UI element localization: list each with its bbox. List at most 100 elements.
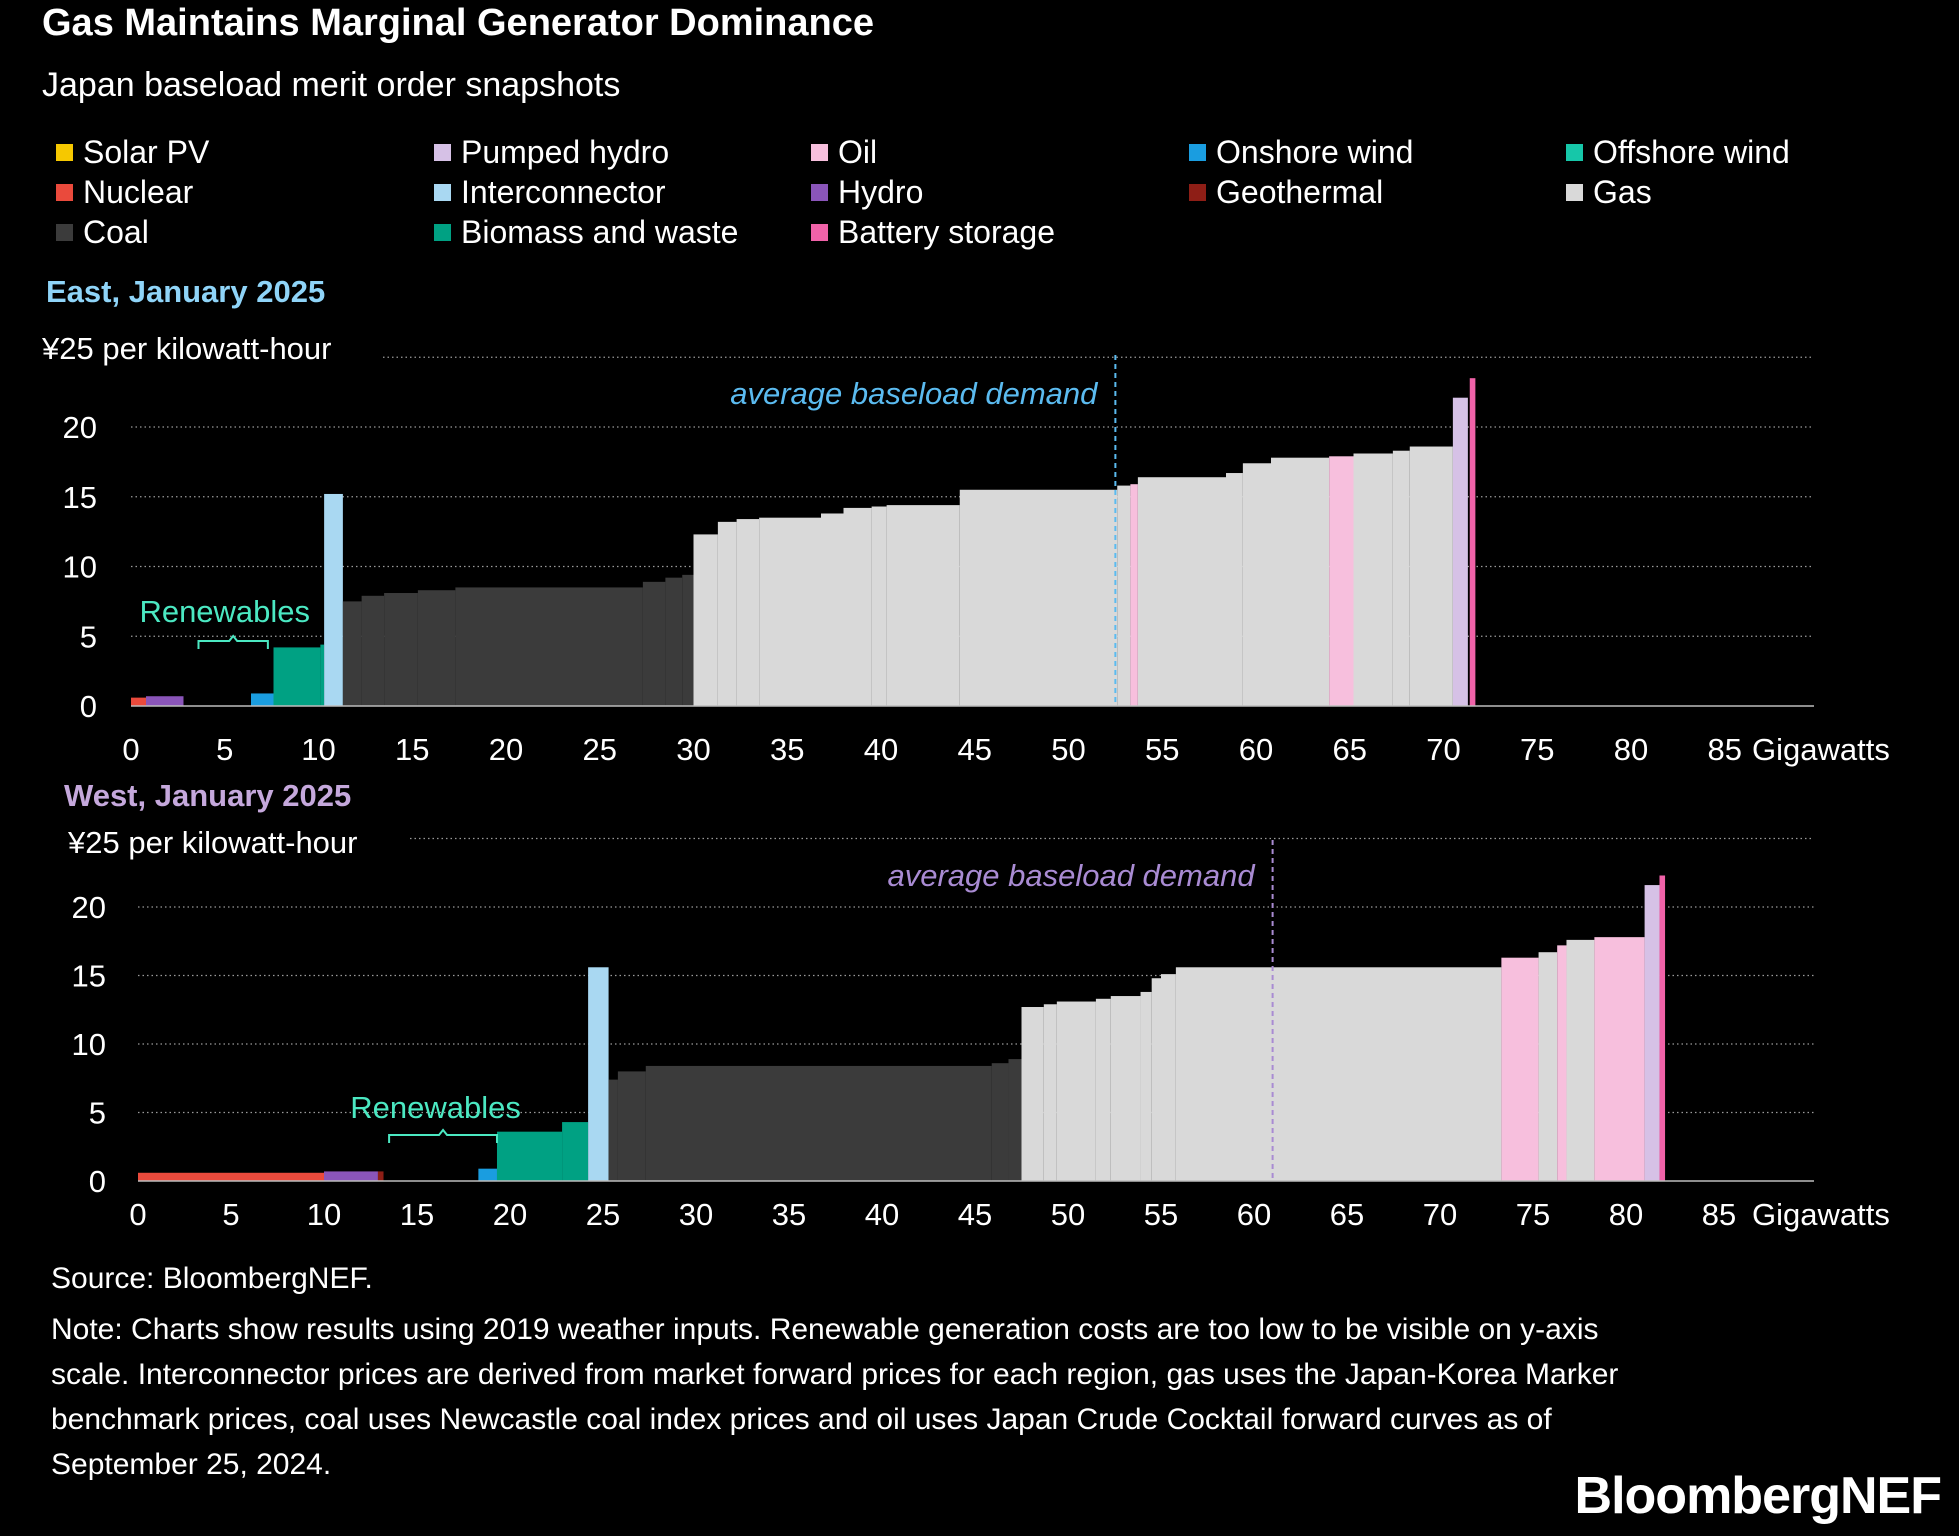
- bar-gas: [1056, 1001, 1096, 1181]
- renewables-label: Renewables: [350, 1090, 521, 1125]
- x-tick-label: 0: [129, 1197, 146, 1232]
- chart-panel-west: West, January 2025 ¥25 per kilowatt-hour 0…: [64, 778, 1890, 1232]
- x-tick-label: 75: [1516, 1197, 1550, 1232]
- y-tick-label: 5: [89, 1096, 106, 1131]
- bar-nuclear: [138, 1172, 324, 1181]
- legend-item: Battery storage: [811, 214, 1055, 251]
- legend-item: Geothermal: [1189, 174, 1383, 211]
- bar-gas: [1271, 457, 1330, 706]
- bar-gas: [821, 513, 844, 706]
- y-tick-label: 0: [89, 1164, 106, 1199]
- demand-label: average baseload demand: [730, 376, 1099, 411]
- x-tick-label: 65: [1330, 1197, 1364, 1232]
- x-tick-label: 15: [400, 1197, 434, 1232]
- bar-gas: [1538, 952, 1558, 1181]
- bar-hydro: [146, 696, 184, 706]
- y-tick-label: 15: [72, 959, 106, 994]
- legend-item: Oil: [811, 134, 877, 171]
- bar-oil: [1594, 937, 1645, 1181]
- bar-gas: [1392, 450, 1410, 706]
- y-axis-label: ¥25 per kilowatt-hour: [41, 331, 332, 366]
- x-tick-label: 75: [1520, 732, 1554, 767]
- x-tick-label: 45: [958, 1197, 992, 1232]
- y-tick-label: 20: [63, 410, 97, 445]
- bar-biomass-and-waste: [273, 647, 321, 706]
- bar-gas: [759, 517, 821, 706]
- legend-label: Battery storage: [838, 214, 1055, 250]
- x-tick-label: 20: [493, 1197, 527, 1232]
- bar-gas: [1117, 485, 1131, 706]
- x-tick-label: 65: [1333, 732, 1367, 767]
- x-tick-label: 85: [1702, 1197, 1736, 1232]
- x-tick-label: 40: [864, 732, 898, 767]
- legend-swatch: [56, 184, 73, 201]
- legend-swatch: [434, 224, 451, 241]
- renewables-bracket: [388, 1128, 498, 1143]
- legend-item: Onshore wind: [1189, 134, 1413, 171]
- x-tick-label: 30: [676, 732, 710, 767]
- bar-biomass-and-waste: [562, 1122, 589, 1181]
- bar-gas: [693, 534, 718, 706]
- brand-logo: BloombergNEF: [1574, 1467, 1942, 1525]
- bar-onshore-wind: [251, 693, 274, 706]
- bar-pumped-hydro: [1644, 885, 1660, 1181]
- legend-label: Onshore wind: [1216, 134, 1414, 170]
- legend-label: Gas: [1593, 174, 1652, 210]
- bar-coal: [617, 1071, 646, 1181]
- x-tick-label: 25: [583, 732, 617, 767]
- y-tick-label: 20: [72, 890, 106, 925]
- bar-gas: [1226, 473, 1243, 706]
- legend-label: Pumped hydro: [461, 134, 670, 170]
- demand-label: average baseload demand: [887, 858, 1256, 893]
- legend-label: Oil: [838, 134, 878, 170]
- x-tick-label: 15: [395, 732, 429, 767]
- bar-gas: [1161, 974, 1176, 1181]
- renewables-bracket: [197, 634, 269, 649]
- bar-gas: [1095, 998, 1111, 1181]
- legend-item: Interconnector: [434, 174, 666, 211]
- bar-gas: [1043, 1004, 1057, 1181]
- bar-coal: [608, 1079, 618, 1181]
- bar-gas: [1353, 453, 1393, 706]
- bar-gas: [1151, 978, 1161, 1181]
- legend-swatch: [811, 184, 828, 201]
- x-tick-label: 0: [122, 732, 139, 767]
- chart-panel-east: East, January 2025 ¥25 per kilowatt-hour 0…: [41, 274, 1890, 767]
- legend-swatch: [1189, 184, 1206, 201]
- legend-label: Hydro: [838, 174, 924, 210]
- bar-nuclear: [131, 697, 146, 706]
- source-text: Source: BloombergNEF.: [51, 1262, 373, 1295]
- bar-coal: [682, 574, 694, 706]
- x-tick-label: 70: [1426, 732, 1460, 767]
- x-tick-label: 70: [1423, 1197, 1457, 1232]
- bar-coal: [645, 1065, 992, 1181]
- legend-swatch: [1566, 184, 1583, 201]
- bar-oil: [1329, 456, 1354, 706]
- bar-oil: [1557, 945, 1567, 1181]
- bar-hydro: [324, 1171, 378, 1181]
- legend-item: Hydro: [811, 174, 923, 211]
- bar-gas: [1566, 939, 1595, 1181]
- x-tick-label: 50: [1051, 732, 1085, 767]
- chart-title: West, January 2025: [64, 778, 351, 813]
- x-tick-label: 85: [1708, 732, 1742, 767]
- bar-coal: [342, 601, 362, 706]
- bar-onshore-wind: [478, 1168, 497, 1181]
- legend-swatch: [811, 144, 828, 161]
- bar-coal: [1008, 1059, 1022, 1181]
- legend-swatch: [1189, 144, 1206, 161]
- x-tick-label: 80: [1614, 732, 1648, 767]
- legend-item: Offshore wind: [1566, 134, 1790, 171]
- x-tick-label: 40: [865, 1197, 899, 1232]
- x-tick-label: 35: [770, 732, 804, 767]
- legend: Solar PV Pumped hydro Oil Onshore wind Offsh…: [56, 134, 1936, 264]
- legend-item: Biomass and waste: [434, 214, 738, 251]
- bar-gas: [959, 489, 1118, 706]
- x-tick-label: 20: [489, 732, 523, 767]
- legend-swatch: [434, 184, 451, 201]
- bar-battery-storage: [1659, 875, 1666, 1181]
- x-tick-label: 10: [301, 732, 335, 767]
- bar-interconnector: [588, 967, 609, 1181]
- bar-coal: [384, 593, 418, 706]
